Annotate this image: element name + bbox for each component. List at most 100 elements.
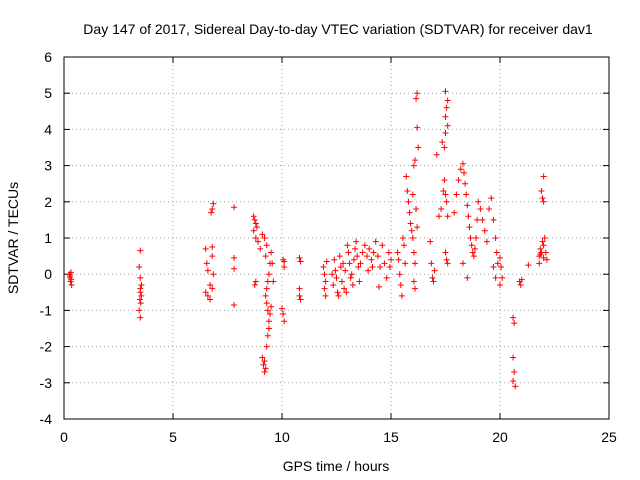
data-point xyxy=(137,274,144,281)
data-point xyxy=(270,278,277,285)
data-point xyxy=(333,274,340,281)
data-point xyxy=(207,296,214,303)
data-point xyxy=(268,303,275,310)
data-point xyxy=(511,320,518,327)
data-point xyxy=(369,263,376,270)
data-point xyxy=(479,216,486,223)
data-point xyxy=(297,258,304,265)
data-point xyxy=(459,260,466,267)
data-point xyxy=(357,260,364,267)
data-point xyxy=(264,332,271,339)
data-point xyxy=(263,343,270,350)
data-point xyxy=(262,365,269,372)
data-point xyxy=(344,242,351,249)
data-point xyxy=(444,260,451,267)
data-point xyxy=(466,224,473,231)
data-point xyxy=(203,260,210,267)
data-point xyxy=(370,249,377,256)
x-tick-label: 20 xyxy=(492,429,508,445)
data-point xyxy=(261,358,268,365)
data-point xyxy=(343,289,350,296)
data-point xyxy=(441,177,448,184)
data-point xyxy=(280,256,287,263)
data-point xyxy=(465,213,472,220)
data-point xyxy=(354,253,361,260)
data-point xyxy=(66,273,73,280)
data-point xyxy=(280,311,287,318)
data-point xyxy=(231,254,238,261)
data-point xyxy=(136,307,143,314)
data-point xyxy=(386,263,393,270)
x-tick-label: 25 xyxy=(601,429,617,445)
data-point xyxy=(261,235,268,241)
data-point xyxy=(490,263,497,270)
data-point xyxy=(512,383,519,390)
data-point xyxy=(348,271,355,278)
data-point xyxy=(401,242,408,249)
data-point xyxy=(402,260,409,267)
data-point xyxy=(497,254,503,261)
data-point xyxy=(341,285,348,292)
data-point xyxy=(492,235,499,241)
data-point xyxy=(231,265,238,272)
data-point xyxy=(411,157,418,164)
data-point xyxy=(442,191,449,198)
data-point xyxy=(405,198,412,205)
data-point xyxy=(463,191,470,198)
data-point xyxy=(444,97,451,104)
data-point xyxy=(268,249,275,256)
data-point xyxy=(413,206,420,213)
data-point xyxy=(259,231,266,238)
data-point xyxy=(459,160,466,167)
y-tick-label: 1 xyxy=(44,230,52,246)
data-point xyxy=(263,300,270,307)
data-point xyxy=(471,245,478,252)
data-point xyxy=(208,209,215,216)
data-point xyxy=(404,187,411,194)
data-point xyxy=(540,254,547,261)
data-point xyxy=(67,269,74,276)
x-axis: 0 5 10 15 20 25 xyxy=(60,57,617,445)
data-point xyxy=(488,195,495,202)
data-point xyxy=(493,249,500,256)
data-point xyxy=(262,253,269,260)
data-point xyxy=(492,274,499,281)
data-point xyxy=(265,271,272,278)
data-point xyxy=(279,305,285,312)
data-point xyxy=(347,274,354,281)
data-point xyxy=(442,130,449,137)
data-point xyxy=(435,213,442,220)
data-point xyxy=(265,325,272,332)
data-point xyxy=(252,235,259,241)
data-point xyxy=(379,242,386,249)
data-point xyxy=(541,235,548,241)
data-point xyxy=(340,260,347,267)
data-point xyxy=(137,314,144,321)
data-point xyxy=(442,249,449,256)
data-point xyxy=(322,278,329,285)
data-point xyxy=(539,195,546,202)
data-point xyxy=(250,213,257,220)
data-point xyxy=(433,151,440,158)
data-point xyxy=(374,253,381,260)
y-axis: -4 -3 -2 -1 0 1 2 3 4 5 6 xyxy=(40,49,609,427)
data-point xyxy=(455,177,462,184)
data-point xyxy=(372,238,379,245)
data-point xyxy=(538,187,545,194)
data-point xyxy=(490,216,497,223)
data-point xyxy=(383,274,390,281)
data-point xyxy=(250,227,257,234)
data-point xyxy=(255,238,262,245)
data-point xyxy=(430,278,437,285)
data-point xyxy=(411,285,418,292)
data-point xyxy=(398,292,405,299)
x-tick-label: 15 xyxy=(383,429,399,445)
data-point xyxy=(497,282,503,289)
data-point xyxy=(443,256,450,263)
data-point xyxy=(137,285,144,292)
data-point xyxy=(499,274,506,281)
data-point xyxy=(321,285,328,292)
data-point xyxy=(451,209,458,216)
data-point xyxy=(332,267,339,274)
data-point xyxy=(510,354,517,361)
